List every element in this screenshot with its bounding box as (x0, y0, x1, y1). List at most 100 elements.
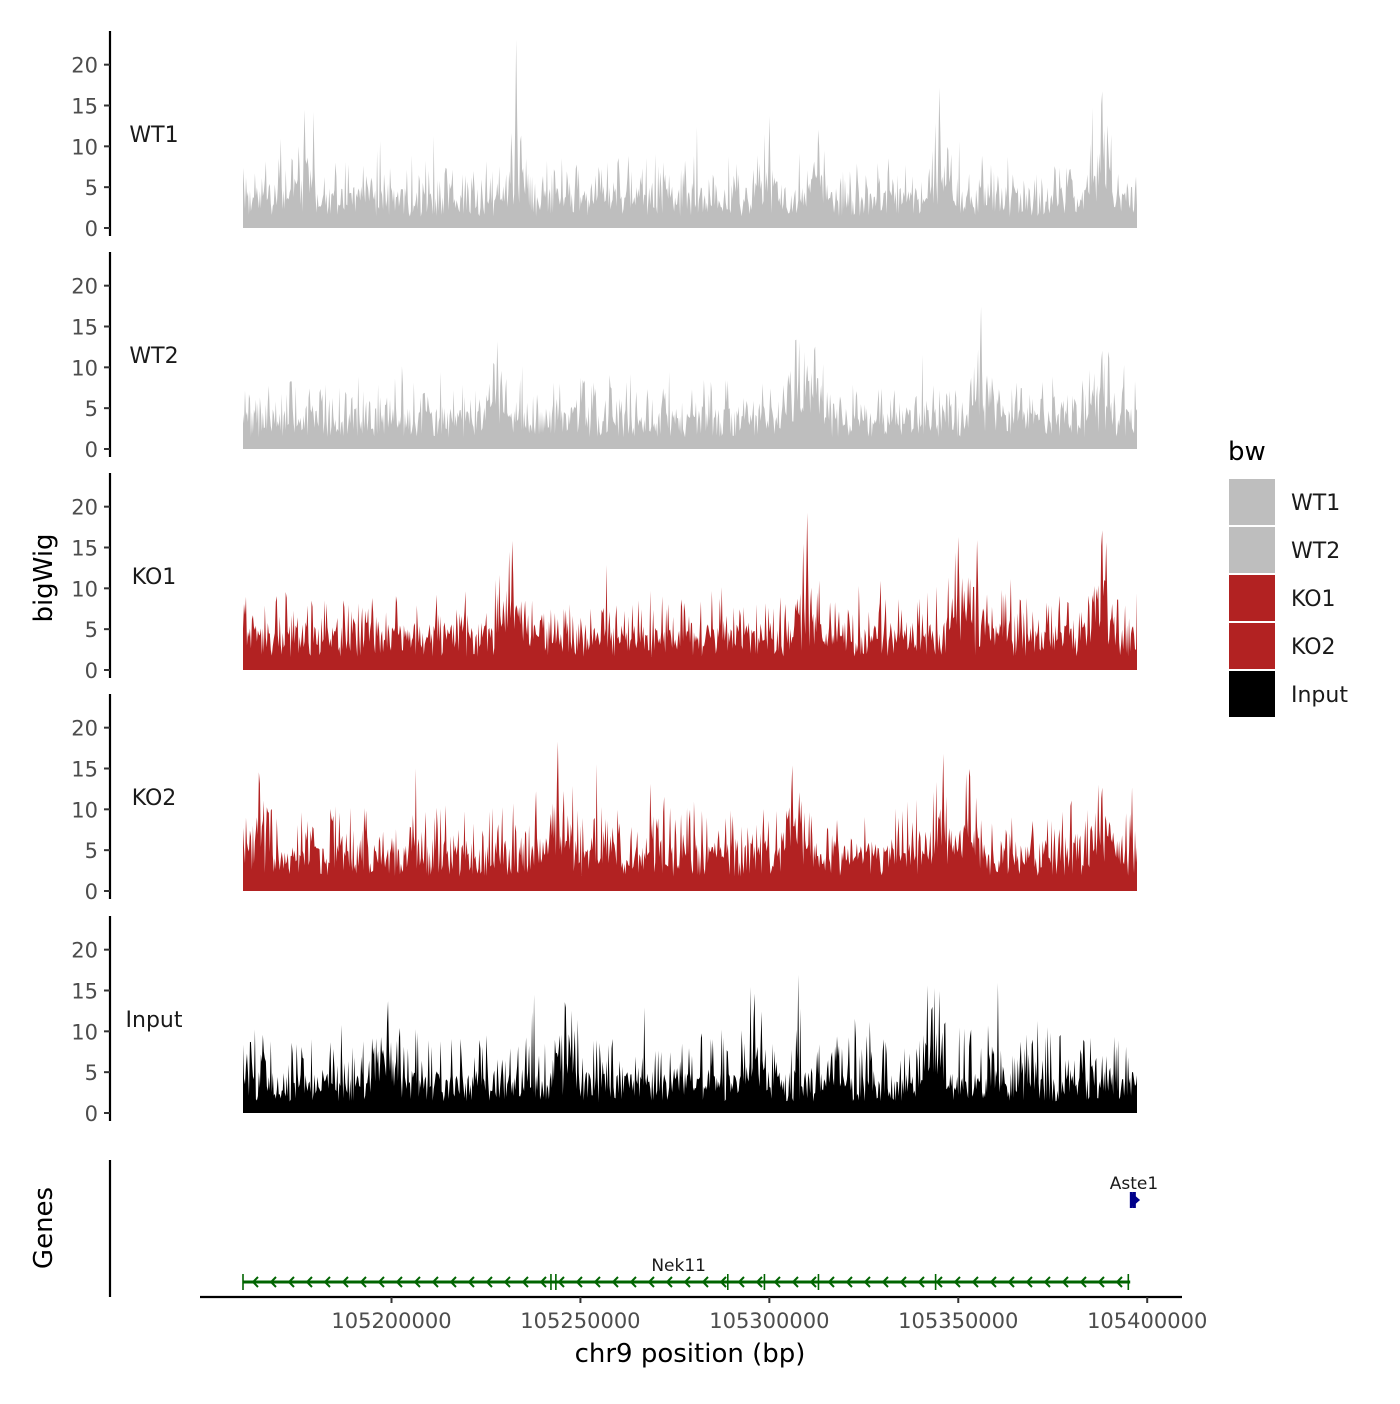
signal-area-input (243, 974, 1137, 1113)
strand-chevron-nek11 (449, 1276, 457, 1288)
strand-chevron-nek11 (467, 1276, 475, 1288)
y-tick-label-ko2-15: 15 (71, 758, 98, 782)
strand-chevron-nek11 (971, 1276, 979, 1288)
y-tick-label-wt2-20: 20 (71, 275, 98, 299)
y-tick-label-ko2-20: 20 (71, 717, 98, 741)
y-tick-label-wt1-10: 10 (71, 135, 98, 159)
strand-chevron-nek11 (827, 1276, 835, 1288)
strand-chevron-nek11 (287, 1276, 295, 1288)
strand-chevron-nek11 (665, 1276, 673, 1288)
strand-chevron-nek11 (881, 1276, 889, 1288)
y-tick-label-wt1-15: 15 (71, 95, 98, 119)
strand-chevron-nek11 (701, 1276, 709, 1288)
legend-label-ko1: KO1 (1291, 587, 1336, 612)
track-label-input: Input (126, 1008, 183, 1033)
strand-chevron-aste1 (1131, 1192, 1141, 1208)
signal-area-ko2 (243, 741, 1137, 891)
y-tick-label-ko1-15: 15 (71, 537, 98, 561)
y-tick-label-ko1-10: 10 (71, 577, 98, 601)
y-tick-label-ko1-5: 5 (85, 618, 98, 642)
y-tick-label-ko2-0: 0 (85, 880, 98, 904)
y-tick-label-wt1-5: 5 (85, 176, 98, 200)
gene-label-nek11: Nek11 (651, 1256, 706, 1276)
x-tick-label-105250000: 105250000 (520, 1309, 640, 1333)
strand-chevron-nek11 (1025, 1276, 1033, 1288)
y-tick-label-wt2-15: 15 (71, 316, 98, 340)
track-label-wt2: WT2 (129, 344, 178, 369)
strand-chevron-nek11 (737, 1276, 745, 1288)
y-tick-label-input-15: 15 (71, 980, 98, 1004)
y-tick-label-wt2-5: 5 (85, 397, 98, 421)
strand-chevron-nek11 (341, 1276, 349, 1288)
strand-chevron-nek11 (1043, 1276, 1051, 1288)
strand-chevron-nek11 (629, 1276, 637, 1288)
strand-chevron-nek11 (413, 1276, 421, 1288)
x-tick-label-105350000: 105350000 (898, 1309, 1018, 1333)
strand-chevron-nek11 (647, 1276, 655, 1288)
strand-chevron-nek11 (251, 1276, 259, 1288)
strand-chevron-nek11 (935, 1276, 943, 1288)
track-label-ko1: KO1 (132, 565, 177, 590)
legend-label-wt2: WT2 (1291, 539, 1340, 564)
strand-chevron-nek11 (377, 1276, 385, 1288)
strand-chevron-nek11 (557, 1276, 565, 1288)
strand-chevron-nek11 (773, 1276, 781, 1288)
signal-area-ko1 (243, 512, 1137, 670)
x-tick-label-105200000: 105200000 (331, 1309, 451, 1333)
y-axis-title: bigWig (29, 533, 59, 622)
y-tick-label-wt1-20: 20 (71, 54, 98, 78)
strand-chevron-nek11 (521, 1276, 529, 1288)
track-label-ko2: KO2 (132, 786, 177, 811)
strand-chevron-nek11 (359, 1276, 367, 1288)
legend-swatch-wt2 (1229, 527, 1275, 573)
genes-layer: Nek11 Aste1 (242, 1174, 1158, 1290)
gene-label-aste1: Aste1 (1110, 1174, 1158, 1194)
strand-chevron-nek11 (791, 1276, 799, 1288)
strand-chevron-nek11 (503, 1276, 511, 1288)
strand-chevron-nek11 (593, 1276, 601, 1288)
legend-label-input: Input (1291, 683, 1348, 708)
legend-title: bw (1228, 437, 1266, 467)
signal-area-wt1 (243, 39, 1137, 228)
legend-label-wt1: WT1 (1291, 491, 1340, 516)
legend-label-ko2: KO2 (1291, 635, 1336, 660)
strand-chevron-nek11 (1115, 1276, 1123, 1288)
strand-chevron-nek11 (395, 1276, 403, 1288)
strand-chevron-nek11 (305, 1276, 313, 1288)
strand-chevron-nek11 (611, 1276, 619, 1288)
y-tick-label-input-5: 5 (85, 1061, 98, 1085)
legend-swatch-ko2 (1229, 623, 1275, 669)
y-tick-label-ko2-10: 10 (71, 798, 98, 822)
strand-chevron-nek11 (953, 1276, 961, 1288)
y-tick-label-ko2-5: 5 (85, 839, 98, 863)
strand-chevron-nek11 (1079, 1276, 1087, 1288)
x-tick-label-105400000: 105400000 (1087, 1309, 1207, 1333)
track-label-wt1: WT1 (129, 123, 178, 148)
strand-chevron-nek11 (1097, 1276, 1105, 1288)
strand-chevron-nek11 (1007, 1276, 1015, 1288)
y-tick-label-wt1-0: 0 (85, 217, 98, 241)
strand-chevron-nek11 (431, 1276, 439, 1288)
strand-chevron-nek11 (539, 1276, 547, 1288)
x-axis-title: chr9 position (bp) (575, 1339, 806, 1369)
strand-chevron-nek11 (863, 1276, 871, 1288)
tracks-layer (243, 39, 1137, 1113)
legend-swatch-input (1229, 671, 1275, 717)
strand-chevron-nek11 (269, 1276, 277, 1288)
strand-chevron-nek11 (323, 1276, 331, 1288)
strand-chevron-nek11 (1061, 1276, 1069, 1288)
x-tick-label-105300000: 105300000 (709, 1309, 829, 1333)
y-tick-label-input-20: 20 (71, 939, 98, 963)
y-tick-label-wt2-10: 10 (71, 356, 98, 380)
strand-chevron-nek11 (683, 1276, 691, 1288)
strand-chevron-nek11 (989, 1276, 997, 1288)
strand-chevron-nek11 (485, 1276, 493, 1288)
y-tick-label-wt2-0: 0 (85, 438, 98, 462)
legend-swatch-wt1 (1229, 479, 1275, 525)
legend-layer: WT1 WT2 KO1 KO2 Input (1229, 479, 1348, 717)
strand-chevron-nek11 (575, 1276, 583, 1288)
y-tick-label-input-10: 10 (71, 1020, 98, 1044)
y-tick-label-input-0: 0 (85, 1102, 98, 1126)
